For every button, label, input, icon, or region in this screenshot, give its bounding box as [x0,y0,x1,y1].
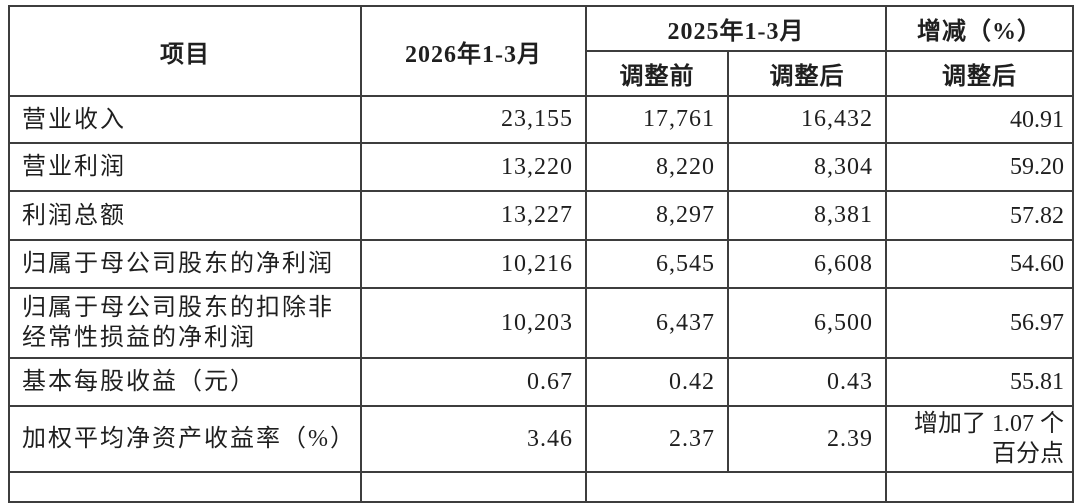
value-change: 56.97 [885,287,1074,359]
row-label: 加权平均净资产收益率（%） [8,405,362,473]
value-change: 57.82 [885,190,1074,241]
value-change: 54.60 [885,239,1074,289]
table-row: 利润总额 13,227 8,297 8,381 57.82 [8,190,1074,241]
value-2026: 3.46 [360,405,587,473]
table-body: 营业收入 23,155 17,761 16,432 40.91 营业利润 13,… [8,95,1074,503]
header-row-sub: 调整前 调整后 调整后 [9,50,1074,97]
header-2025-before: 调整前 [585,50,729,97]
value-2025-before: 2.37 [585,405,729,473]
row-label: 归属于母公司股东的扣除非经常性损益的净利润 [8,287,362,359]
row-label [8,471,362,503]
value-2026: 10,203 [360,287,587,359]
value-2025-after: 6,608 [727,239,887,289]
value-2025-before: 0.42 [585,357,729,407]
header-2025-after: 调整后 [727,50,887,97]
value-2025-before: 6,545 [585,239,729,289]
value-2025-before: 8,220 [585,142,729,192]
value-2026 [360,471,587,503]
header-row-top: 项目 2026年1-3月 2025年1-3月 增减（%） [8,5,1074,97]
value-2026: 13,220 [360,142,587,192]
row-label: 归属于母公司股东的净利润 [8,239,362,289]
table-row: 归属于母公司股东的扣除非经常性损益的净利润 10,203 6,437 6,500… [8,287,1074,359]
value-change: 59.20 [885,142,1074,192]
value-2025-after: 0.43 [727,357,887,407]
table-row: 加权平均净资产收益率（%） 3.46 2.37 2.39 增加了 1.07 个百… [8,405,1074,473]
table-row: 营业利润 13,220 8,220 8,304 59.20 [8,142,1074,192]
financial-summary-table: 项目 2026年1-3月 2025年1-3月 增减（%） 调整前 调整后 调整后… [8,5,1074,503]
table-header: 项目 2026年1-3月 2025年1-3月 增减（%） 调整前 调整后 调整后 [8,5,1074,97]
value-2025-after: 6,500 [727,287,887,359]
value-2026: 23,155 [360,95,587,144]
table-row: 归属于母公司股东的净利润 10,216 6,545 6,608 54.60 [8,239,1074,289]
value-change [885,471,1074,503]
table-row: 营业收入 23,155 17,761 16,432 40.91 [8,95,1074,144]
value-2026: 0.67 [360,357,587,407]
value-2026: 10,216 [360,239,587,289]
row-label: 营业利润 [8,142,362,192]
comparison-table: 项目 2026年1-3月 2025年1-3月 增减（%） 调整前 调整后 调整后… [8,5,1074,503]
value-2025-before: 6,437 [585,287,729,359]
row-label: 基本每股收益（元） [8,357,362,407]
header-change-group: 增减（%） [885,5,1074,52]
value-2026: 13,227 [360,190,587,241]
header-change-sub: 调整后 [885,50,1074,97]
row-label: 利润总额 [8,190,362,241]
header-2025-group: 2025年1-3月 [585,5,887,52]
value-2025-before: 17,761 [585,95,729,144]
partial-row-cutoff [8,471,1074,503]
value-2025-after: 2.39 [727,405,887,473]
value-change: 增加了 1.07 个百分点 [885,405,1074,473]
value-change: 40.91 [885,95,1074,144]
table-row: 基本每股收益（元） 0.67 0.42 0.43 55.81 [8,357,1074,407]
value-2025-after: 16,432 [727,95,887,144]
value-2025-before: 8,297 [585,190,729,241]
value-change: 55.81 [885,357,1074,407]
value-2025-after: 8,304 [727,142,887,192]
header-2026: 2026年1-3月 [360,5,587,97]
row-label: 营业收入 [8,95,362,144]
value-2025-merged [585,471,887,503]
value-2025-after: 8,381 [727,190,887,241]
header-item: 项目 [8,5,362,97]
